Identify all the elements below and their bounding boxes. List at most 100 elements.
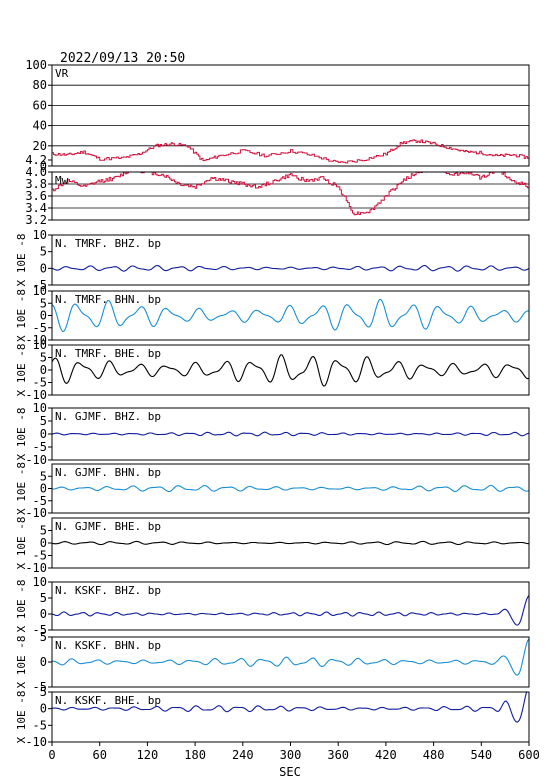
ytick-label-4-0: -10 bbox=[25, 388, 47, 402]
ytick-label-3-1: -5 bbox=[33, 321, 47, 335]
ytick-label-0-4: 80 bbox=[33, 78, 47, 92]
y-axis-label-10: X 10E -8 bbox=[15, 691, 28, 744]
panel-label-3: N. TMRF. BHN. bp bbox=[55, 293, 161, 306]
panel-frame-8 bbox=[51, 581, 530, 631]
xtick-label-1: 60 bbox=[92, 748, 106, 762]
ytick-label-2-1: 0 bbox=[40, 261, 47, 275]
panel-label-0: VR bbox=[55, 67, 69, 80]
y-axis-label-2: X 10E -8 bbox=[15, 234, 28, 287]
panel-label-9: N. KSKF. BHN. bp bbox=[55, 639, 161, 652]
panel-label-5: N. GJMF. BHZ. bp bbox=[55, 410, 161, 423]
y-axis-label-8: X 10E -8 bbox=[15, 580, 28, 633]
xtick-label-10: 600 bbox=[518, 748, 540, 762]
y-axis-label-7: X 10E -8 bbox=[15, 517, 28, 570]
xtick-label-8: 480 bbox=[423, 748, 445, 762]
ytick-label-5-1: -5 bbox=[33, 440, 47, 454]
ytick-label-9-2: 5 bbox=[40, 630, 47, 644]
panel-1: 3.23.43.63.84.04.2 Mw bbox=[25, 153, 530, 227]
ytick-label-4-4: 10 bbox=[33, 338, 47, 352]
ytick-label-1-3: 3.8 bbox=[25, 177, 47, 191]
panel-label-7: N. GJMF. BHE. bp bbox=[55, 520, 161, 533]
panel-label-1: Mw bbox=[55, 174, 69, 187]
panel-8: -5 0 5 10 N. KSKF. BHZ. bp X 10E -8 bbox=[15, 575, 530, 637]
ytick-label-9-0: -5 bbox=[33, 680, 47, 694]
panel-0: 0 20 40 60 80 100 VR bbox=[25, 58, 530, 173]
ytick-label-1-5: 4.2 bbox=[25, 153, 47, 167]
xtick-label-5: 300 bbox=[280, 748, 302, 762]
y-axis-label-6: X 10E -8 bbox=[15, 462, 28, 515]
ytick-label-1-0: 3.2 bbox=[25, 213, 47, 227]
ytick-label-7-1: -5 bbox=[33, 549, 47, 563]
series-line-0 bbox=[52, 139, 530, 164]
x-axis: 0 60 120 180 240 300 360 420 480 540 600 bbox=[48, 742, 540, 762]
panel-label-2: N. TMRF. BHZ. bp bbox=[55, 237, 161, 250]
ytick-label-6-1: -5 bbox=[33, 494, 47, 508]
panel-2: -5 0 5 10 N. TMRF. BHZ. bp X 10E -8 bbox=[15, 228, 530, 292]
ytick-label-6-2: 0 bbox=[40, 482, 47, 496]
panels: 020406080100VR3.23.43.63.84.04.2Mw-50510… bbox=[15, 58, 530, 749]
ytick-label-5-4: 10 bbox=[33, 401, 47, 415]
ytick-label-7-2: 0 bbox=[40, 536, 47, 550]
y-axis-label-5: X 10E -8 bbox=[15, 408, 28, 461]
series-line-2 bbox=[51, 264, 530, 272]
xtick-label-9: 540 bbox=[470, 748, 492, 762]
y-axis-label-3: X 10E -8 bbox=[15, 289, 28, 342]
ytick-label-5-2: 0 bbox=[40, 427, 47, 441]
panel-label-8: N. KSKF. BHZ. bp bbox=[55, 584, 161, 597]
ytick-label-7-3: 5 bbox=[40, 524, 47, 538]
ytick-label-10-2: 0 bbox=[40, 702, 47, 716]
ytick-label-4-3: 5 bbox=[40, 351, 47, 365]
ytick-label-4-1: -5 bbox=[33, 376, 47, 390]
ytick-label-1-1: 3.4 bbox=[25, 201, 47, 215]
ytick-label-2-3: 10 bbox=[33, 228, 47, 242]
ytick-label-0-0: 0 bbox=[40, 159, 47, 173]
ytick-label-10-3: 5 bbox=[40, 685, 47, 699]
ytick-label-1-2: 3.6 bbox=[25, 189, 47, 203]
panel-10: -10 -5 0 5 N. KSKF. BHE. bp X 10E -8 bbox=[15, 685, 530, 749]
y-axis-label-4: X 10E -8 bbox=[15, 344, 28, 397]
datetime-header: 2022/09/13 20:50 bbox=[60, 51, 185, 66]
ytick-label-4-2: 0 bbox=[40, 363, 47, 377]
ytick-label-10-0: -10 bbox=[25, 735, 47, 749]
ytick-label-2-0: -5 bbox=[33, 278, 47, 292]
ytick-label-1-4: 4.0 bbox=[25, 165, 47, 179]
panel-7: -10-505 N. GJMF. BHE. bp X 10E -8 bbox=[15, 517, 530, 575]
series-line-1 bbox=[52, 171, 530, 216]
xtick-label-2: 120 bbox=[137, 748, 159, 762]
ytick-label-6-0: -10 bbox=[25, 506, 47, 520]
ytick-label-8-1: 0 bbox=[40, 607, 47, 621]
ytick-label-8-2: 5 bbox=[40, 591, 47, 605]
ytick-label-3-4: 10 bbox=[33, 284, 47, 298]
panel-label-6: N. GJMF. BHN. bp bbox=[55, 466, 161, 479]
panel-frame-2 bbox=[51, 234, 530, 286]
series-line-3 bbox=[51, 298, 530, 332]
xtick-label-0: 0 bbox=[48, 748, 55, 762]
panel-6: -10-505 N. GJMF. BHN. bp X 10E -8 bbox=[15, 462, 530, 520]
ytick-label-6-3: 5 bbox=[40, 469, 47, 483]
series-line-4 bbox=[51, 354, 530, 387]
panel-9: -5 0 5 N. KSKF. BHN. bp X 10E -8 bbox=[15, 630, 530, 694]
ytick-label-2-2: 5 bbox=[40, 245, 47, 259]
ytick-label-10-1: -5 bbox=[33, 718, 47, 732]
series-line-10 bbox=[51, 691, 529, 723]
ytick-label-5-0: -10 bbox=[25, 453, 47, 467]
ytick-label-0-2: 40 bbox=[33, 119, 47, 133]
panel-frame-0 bbox=[51, 64, 530, 167]
xtick-label-4: 240 bbox=[232, 748, 254, 762]
ytick-label-8-3: 10 bbox=[33, 575, 47, 589]
xtick-label-7: 420 bbox=[375, 748, 397, 762]
ytick-label-0-3: 60 bbox=[33, 98, 47, 112]
series-line-9 bbox=[51, 638, 530, 676]
series-line-7 bbox=[51, 540, 530, 546]
series-line-6 bbox=[51, 484, 530, 493]
ytick-label-7-0: -10 bbox=[25, 561, 47, 575]
xtick-label-6: 360 bbox=[327, 748, 349, 762]
ytick-label-5-3: 5 bbox=[40, 414, 47, 428]
series-line-8 bbox=[51, 595, 530, 626]
ytick-label-9-1: 0 bbox=[40, 655, 47, 669]
panel-label-10: N. KSKF. BHE. bp bbox=[55, 694, 161, 707]
x-axis-label: SEC bbox=[279, 765, 301, 779]
